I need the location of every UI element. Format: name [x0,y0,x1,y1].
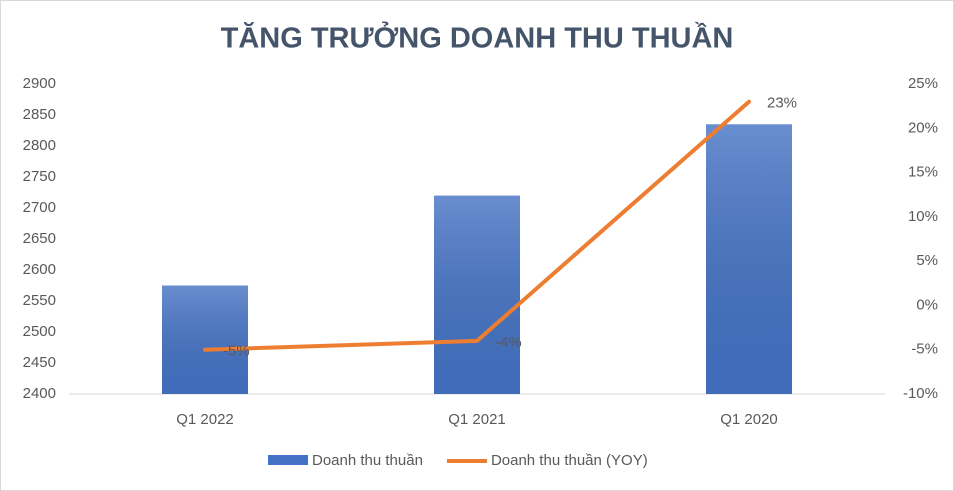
y-tick-label: 2500 [23,323,56,340]
y-tick-label: 2650 [23,230,56,247]
y-tick-label: 2600 [23,261,56,278]
data-label: -5% [223,343,250,360]
bar-shade [434,195,520,394]
line [203,99,751,352]
y-tick-label: 2750 [23,168,56,185]
x-tick-label: Q1 2021 [448,411,506,428]
y2-tick-label: -10% [903,385,938,402]
y2-tick-label: 15% [908,164,938,181]
data-label: -4% [495,334,522,351]
y-tick-label: 2700 [23,199,56,216]
y-tick-label: 2450 [23,354,56,371]
bar-shade [706,124,792,395]
y2-tick-label: 0% [916,296,938,313]
bar-shade [162,285,248,394]
legend-swatch [268,455,308,465]
y2-tick-label: 5% [916,252,938,269]
x-tick-label: Q1 2020 [720,411,778,428]
data-label: 23% [767,95,797,112]
legend-label: Doanh thu thuần (YOY) [491,452,648,469]
x-tick-label: Q1 2022 [176,411,234,428]
legend-label: Doanh thu thuần [312,452,423,469]
y2-tick-label: -5% [911,341,938,358]
y2-tick-label: 10% [908,208,938,225]
y-tick-label: 2900 [23,75,56,92]
chart-title: TĂNG TRƯỞNG DOANH THU THUẦN [221,21,734,55]
y2-tick-label: 20% [908,119,938,136]
y2-tick-label: 25% [908,75,938,92]
y-tick-label: 2550 [23,292,56,309]
y-tick-label: 2850 [23,106,56,123]
y-tick-label: 2400 [23,385,56,402]
y-tick-label: 2800 [23,137,56,154]
